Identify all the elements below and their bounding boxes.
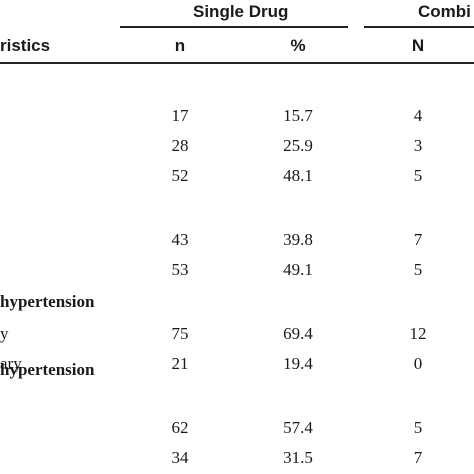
table-cell-n: 34 <box>171 448 189 467</box>
table-cell-percent: 49.1 <box>283 260 313 279</box>
table-cell-n: 21 <box>171 354 189 373</box>
table-cell-percent: 48.1 <box>283 166 313 185</box>
table-cell-N: 7 <box>413 230 423 249</box>
table-cell-N: 5 <box>413 418 423 437</box>
section-heading: hypertension <box>0 292 95 311</box>
table-cell-n: 52 <box>171 166 189 185</box>
table-cell-percent: 19.4 <box>283 354 313 373</box>
column-header-characteristics: ristics <box>0 36 51 55</box>
column-header-n: n <box>174 36 186 55</box>
table-cell-N: 4 <box>413 106 423 125</box>
table-cell-percent: 39.8 <box>283 230 313 249</box>
table-cell-n: 75 <box>171 324 189 343</box>
section-heading: hypertension <box>0 360 95 379</box>
group-header-combination: Combi <box>418 2 471 21</box>
column-header-N: N <box>411 36 425 55</box>
header-bottom-rule <box>0 62 474 64</box>
group-header-single-drug: Single Drug <box>193 2 289 21</box>
table-cell-N: 5 <box>413 260 423 279</box>
table-cell-N: 12 <box>409 324 427 343</box>
table-cell-percent: 15.7 <box>283 106 313 125</box>
table-cell-n: 17 <box>171 106 189 125</box>
table-cell-percent: 25.9 <box>283 136 313 155</box>
table-cell-N: 7 <box>413 448 423 467</box>
table-cell-N: 0 <box>413 354 423 373</box>
column-header-percent: % <box>290 36 306 55</box>
table-cell-N: 3 <box>413 136 423 155</box>
table-cell-percent: 31.5 <box>283 448 313 467</box>
table-cell-n: 43 <box>171 230 189 249</box>
group-rule-single-drug <box>120 26 348 28</box>
table-cell-n: 62 <box>171 418 189 437</box>
table-cell-N: 5 <box>413 166 423 185</box>
table-row-label: ary <box>0 354 22 373</box>
table-cell-percent: 57.4 <box>283 418 313 437</box>
group-rule-combination <box>364 26 474 28</box>
table-cell-percent: 69.4 <box>283 324 313 343</box>
table-row-label: y <box>0 324 9 343</box>
table-cell-n: 28 <box>171 136 189 155</box>
table-cell-n: 53 <box>171 260 189 279</box>
